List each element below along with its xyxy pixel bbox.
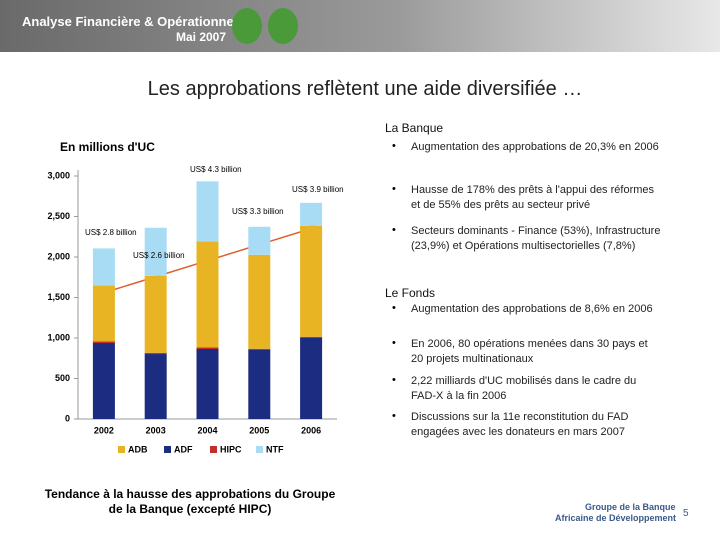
x-tick-label: 2003 (146, 425, 166, 435)
bullet-text: Augmentation des approbations de 20,3% e… (411, 141, 659, 153)
bar-segment (144, 227, 167, 276)
annotation: US$ 3.3 billion (232, 207, 284, 216)
y-tick-label: 2,000 (47, 251, 70, 261)
bar-segment (300, 336, 323, 338)
x-tick-label: 2004 (197, 425, 217, 435)
bar-segment (248, 348, 271, 350)
bullet-text: En 2006, 80 opérations menées dans 30 pa… (411, 338, 648, 365)
bullet-text: Discussions sur la 11e reconstitution du… (411, 411, 629, 438)
bar-segment (92, 248, 115, 286)
legend-swatch (164, 446, 171, 453)
section-heading: La Banque (385, 121, 444, 135)
x-tick-label: 2006 (301, 425, 321, 435)
bullet-text: Hausse de 178% des prêts à l'appui des r… (411, 184, 655, 211)
bullet-text: 2,22 milliards d'UC mobilisés dans le ca… (411, 375, 637, 402)
bar-segment (300, 225, 323, 337)
page-number: 5 (683, 508, 689, 519)
bar-segment (248, 254, 271, 349)
legend-label: HIPC (220, 444, 242, 454)
y-tick-label: 0 (65, 413, 70, 423)
annotation: US$ 2.6 billion (133, 251, 185, 260)
y-label: En millions d'UC (60, 140, 155, 154)
bar-segment (144, 354, 167, 419)
header-date: Mai 2007 (176, 30, 227, 44)
y-tick-label: 500 (55, 373, 70, 383)
logo (232, 8, 262, 44)
annotation: US$ 4.3 billion (190, 165, 242, 174)
bar-segment (144, 275, 167, 353)
bar-segment (196, 349, 219, 419)
bar-segment (196, 347, 219, 350)
bar-segment (196, 181, 219, 242)
y-tick-label: 1,500 (47, 292, 70, 302)
annotation: US$ 2.8 billion (85, 228, 137, 237)
legend-swatch (118, 446, 125, 453)
logo (268, 8, 298, 44)
y-tick-label: 3,000 (47, 170, 70, 180)
legend-label: ADF (174, 444, 193, 454)
bar-segment (300, 338, 323, 419)
legend-label: NTF (266, 444, 284, 454)
y-tick-label: 2,500 (47, 211, 70, 221)
bullet-dot: • (392, 183, 396, 195)
bullet-dot: • (392, 374, 396, 386)
bar-segment (144, 352, 167, 355)
bar-segment (248, 349, 271, 419)
footer-org: Groupe de la Banque (585, 502, 676, 512)
caption: Tendance à la hausse des approbations du… (44, 487, 336, 516)
bar-segment (92, 285, 115, 342)
bullet-dot: • (392, 302, 396, 314)
bullet-dot: • (392, 337, 396, 349)
bar-segment (248, 226, 271, 255)
x-tick-label: 2005 (249, 425, 269, 435)
bullet-dot: • (392, 140, 396, 152)
bullet-dot: • (392, 224, 396, 236)
legend-swatch (256, 446, 263, 453)
legend-swatch (210, 446, 217, 453)
bullet-dot: • (392, 410, 396, 422)
footer-org: Africaine de Développement (555, 513, 677, 523)
y-tick-label: 1,000 (47, 332, 70, 342)
bullet-text: Augmentation des approbations de 8,6% en… (411, 303, 653, 315)
x-tick-label: 2002 (94, 425, 114, 435)
bullet-text: Secteurs dominants - Finance (53%), Infr… (411, 225, 661, 252)
slide-title: Les approbations reflètent une aide dive… (147, 78, 583, 100)
bar-segment (196, 241, 219, 348)
bar-segment (92, 343, 115, 419)
header-title: Analyse Financière & Opérationnelle (22, 14, 249, 29)
annotation: US$ 3.9 billion (292, 185, 344, 194)
bar-segment (300, 202, 323, 226)
bar-segment (92, 341, 115, 344)
section-heading: Le Fonds (385, 286, 436, 300)
legend-label: ADB (128, 444, 148, 454)
header-banner (0, 0, 720, 52)
